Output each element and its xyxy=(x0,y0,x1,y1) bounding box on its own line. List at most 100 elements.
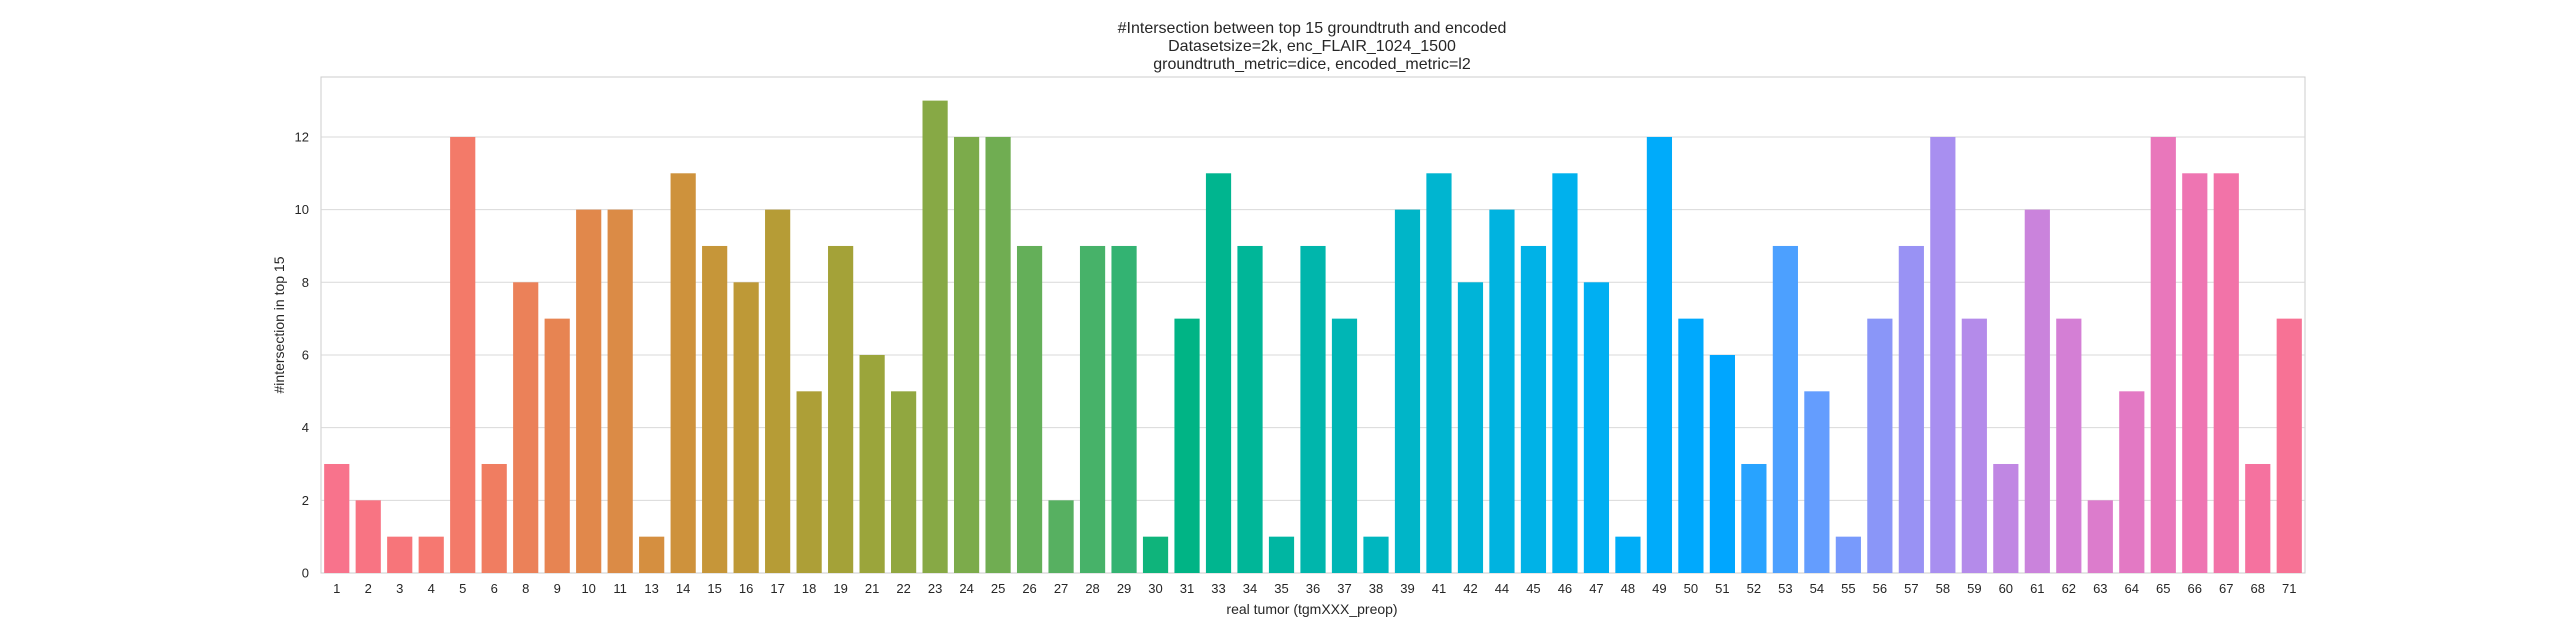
x-tick-label: 15 xyxy=(707,581,721,596)
x-tick-label: 68 xyxy=(2251,581,2265,596)
chart-title: #Intersection between top 15 groundtruth… xyxy=(1118,20,1507,73)
bar-66 xyxy=(2182,173,2208,574)
bar-4 xyxy=(418,536,444,573)
chart-title-line-2: Datasetsize=2k, enc_FLAIR_1024_1500 xyxy=(1168,38,1456,55)
x-tick-label: 58 xyxy=(1936,581,1950,596)
x-tick-label: 30 xyxy=(1148,581,1162,596)
x-tick-label: 35 xyxy=(1274,581,1288,596)
x-tick-label: 44 xyxy=(1495,581,1509,596)
bar-52 xyxy=(1741,463,1767,573)
x-tick-label: 31 xyxy=(1180,581,1194,596)
bar-50 xyxy=(1678,318,1704,573)
x-tick-label: 61 xyxy=(2030,581,2044,596)
x-tick-label: 4 xyxy=(428,581,435,596)
bar-39 xyxy=(1394,209,1421,573)
bar-3 xyxy=(387,536,413,573)
bar-67 xyxy=(2213,173,2239,574)
x-tick-label: 18 xyxy=(802,581,816,596)
x-tick-label: 54 xyxy=(1810,581,1824,596)
x-tick-label: 64 xyxy=(2125,581,2139,596)
bar-27 xyxy=(1048,500,1074,573)
x-tick-label: 56 xyxy=(1873,581,1887,596)
bar-24 xyxy=(953,136,980,573)
bar-48 xyxy=(1615,536,1641,573)
bar-16 xyxy=(733,282,759,573)
x-tick-label: 25 xyxy=(991,581,1005,596)
bar-8 xyxy=(513,282,539,573)
x-tick-label: 63 xyxy=(2093,581,2107,596)
bar-10 xyxy=(576,209,602,573)
bar-5 xyxy=(450,136,476,573)
x-tick-label: 11 xyxy=(613,581,627,596)
x-tick-label: 37 xyxy=(1337,581,1351,596)
bar-23 xyxy=(922,100,948,573)
bar-59 xyxy=(1961,318,1987,573)
bar-51 xyxy=(1709,354,1735,573)
y-tick-labels: 0 2 4 6 8 10 12 xyxy=(295,129,309,580)
bar-57 xyxy=(1898,245,1924,573)
x-tick-label: 52 xyxy=(1747,581,1761,596)
bar-65 xyxy=(2150,136,2176,573)
x-tick-label: 49 xyxy=(1652,581,1666,596)
x-tick-label: 55 xyxy=(1841,581,1855,596)
x-tick-label: 60 xyxy=(1999,581,2013,596)
y-axis-label: #intersection in top 15 xyxy=(271,256,287,393)
bar-15 xyxy=(702,245,728,573)
bar-33 xyxy=(1205,173,1232,574)
bar-14 xyxy=(670,173,696,574)
x-tick-label: 2 xyxy=(365,581,372,596)
x-tick-label: 6 xyxy=(491,581,498,596)
x-tick-label: 50 xyxy=(1684,581,1698,596)
x-tick-label: 34 xyxy=(1243,581,1257,596)
bar-22 xyxy=(891,391,917,573)
bar-61 xyxy=(2024,209,2050,573)
x-tick-label: 9 xyxy=(554,581,561,596)
x-tick-label: 10 xyxy=(581,581,595,596)
x-tick-label: 45 xyxy=(1526,581,1540,596)
x-tick-label: 5 xyxy=(459,581,466,596)
bar-35 xyxy=(1268,536,1295,573)
bar-46 xyxy=(1552,173,1578,574)
x-tick-label: 13 xyxy=(644,581,658,596)
x-tick-label: 39 xyxy=(1400,581,1414,596)
x-tick-label: 16 xyxy=(739,581,753,596)
bar-60 xyxy=(1993,463,2019,573)
x-tick-label: 26 xyxy=(1022,581,1036,596)
y-tick-label: 0 xyxy=(302,566,309,581)
x-tick-label: 33 xyxy=(1211,581,1225,596)
bar-64 xyxy=(2119,391,2145,573)
x-tick-label: 22 xyxy=(896,581,910,596)
bar-21 xyxy=(859,354,885,573)
bar-13 xyxy=(639,536,665,573)
x-tick-label: 1 xyxy=(333,581,340,596)
bar-36 xyxy=(1300,245,1326,573)
bar-45 xyxy=(1520,245,1547,573)
x-tick-label: 42 xyxy=(1463,581,1477,596)
x-tick-label: 8 xyxy=(522,581,529,596)
chart-title-line-3: groundtruth_metric=dice, encoded_metric=… xyxy=(1153,56,1471,73)
x-tick-labels: 1 2 3 4 5 6 8 9 10 11 13 14 15 16 17 18 19 21 22 23 24 25 26 27… xyxy=(333,581,2296,596)
x-tick-label: 29 xyxy=(1117,581,1131,596)
bar-55 xyxy=(1835,536,1861,573)
bar-38 xyxy=(1363,536,1389,573)
bar-71 xyxy=(2276,318,2302,573)
x-tick-label: 46 xyxy=(1558,581,1572,596)
bar-41 xyxy=(1426,173,1452,574)
x-tick-label: 51 xyxy=(1715,581,1729,596)
bar-56 xyxy=(1867,318,1893,573)
y-tick-label: 4 xyxy=(302,420,309,435)
y-tick-label: 8 xyxy=(302,275,309,290)
x-tick-label: 27 xyxy=(1054,581,1068,596)
x-tick-label: 62 xyxy=(2062,581,2076,596)
x-tick-label: 38 xyxy=(1369,581,1383,596)
y-tick-label: 12 xyxy=(295,129,309,144)
bar-54 xyxy=(1804,391,1830,573)
bars xyxy=(324,100,2302,574)
bar-6 xyxy=(481,463,507,573)
bar-34 xyxy=(1237,245,1263,573)
x-tick-label: 41 xyxy=(1432,581,1446,596)
bar-25 xyxy=(985,136,1011,573)
x-tick-label: 59 xyxy=(1967,581,1981,596)
bar-58 xyxy=(1930,136,1956,573)
